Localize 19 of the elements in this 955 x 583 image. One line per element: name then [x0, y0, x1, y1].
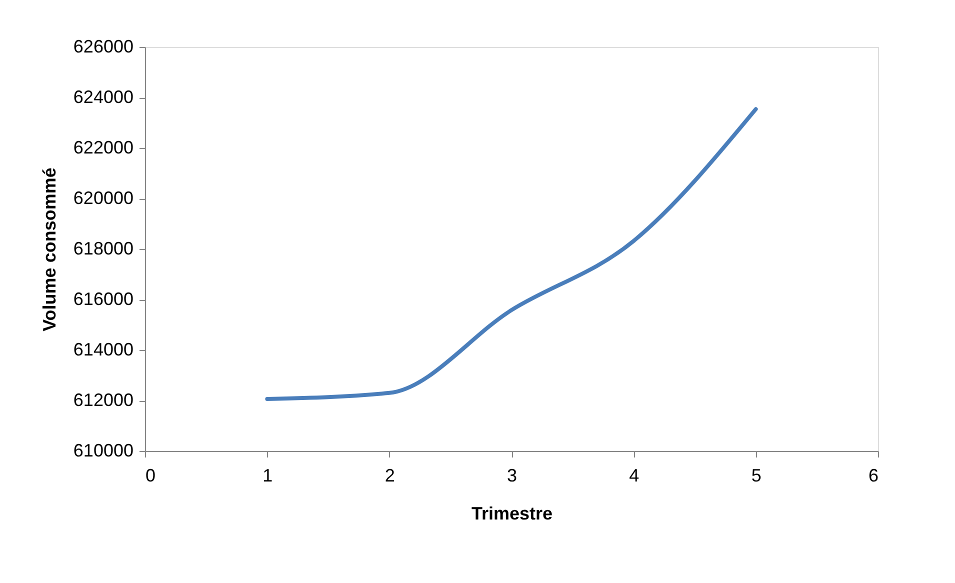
x-axis-title: Trimestre: [471, 504, 553, 524]
y-tick-label: 612000: [73, 390, 134, 410]
x-tick-label: 4: [629, 466, 640, 486]
y-tick-label: 622000: [73, 138, 134, 158]
y-tick-label: 626000: [73, 36, 134, 56]
y-tick-label: 620000: [73, 188, 134, 208]
x-tick-label: 3: [506, 466, 518, 486]
x-tick-label: 0: [146, 466, 156, 486]
x-tick-label: 1: [262, 466, 273, 486]
x-tick-label: 6: [868, 466, 878, 486]
y-tick-label: 610000: [73, 440, 134, 460]
y-tick-label: 616000: [73, 289, 134, 309]
y-tick-label: 618000: [73, 238, 134, 258]
x-tick-label: 2: [384, 466, 395, 486]
x-tick-label: 5: [751, 466, 762, 486]
y-tick-label: 624000: [73, 87, 134, 107]
y-axis-title: Volume consommé: [39, 168, 60, 332]
line-series: [265, 107, 758, 401]
y-tick-label: 614000: [73, 340, 134, 360]
